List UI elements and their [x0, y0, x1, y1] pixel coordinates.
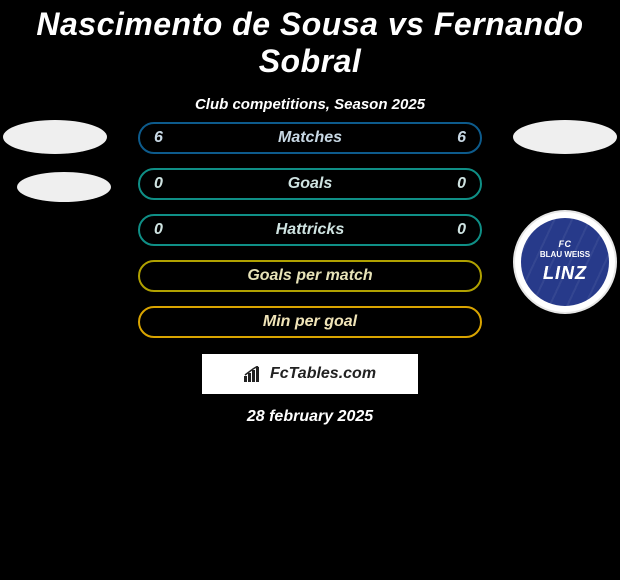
stat-hattricks-right: 0	[457, 221, 466, 239]
stat-matches-label: Matches	[278, 129, 342, 147]
stat-mpg-label: Min per goal	[263, 313, 357, 331]
player-left-column	[0, 120, 110, 202]
stat-bar-matches: 6 Matches 6	[138, 122, 482, 154]
player-right-photo-placeholder	[513, 120, 617, 154]
player-left-club-placeholder	[17, 172, 111, 202]
stat-gpm-label: Goals per match	[247, 267, 372, 285]
chart-icon	[244, 366, 264, 382]
stat-bar-min-per-goal: Min per goal	[138, 306, 482, 338]
player-right-club-crest: FC BLAU WEISS LINZ	[515, 212, 615, 312]
stat-matches-left: 6	[154, 129, 163, 147]
attribution-text: FcTables.com	[270, 365, 376, 383]
club-crest-inner: FC BLAU WEISS LINZ	[521, 218, 609, 306]
stat-goals-right: 0	[457, 175, 466, 193]
stat-bar-goals: 0 Goals 0	[138, 168, 482, 200]
attribution-box: FcTables.com	[202, 354, 418, 394]
stat-hattricks-label: Hattricks	[276, 221, 344, 239]
page-title: Nascimento de Sousa vs Fernando Sobral	[0, 0, 620, 80]
stat-hattricks-left: 0	[154, 221, 163, 239]
player-right-column: FC BLAU WEISS LINZ	[510, 120, 620, 312]
stat-bar-goals-per-match: Goals per match	[138, 260, 482, 292]
page-subtitle: Club competitions, Season 2025	[0, 96, 620, 113]
snapshot-date: 28 february 2025	[0, 408, 620, 426]
stat-goals-left: 0	[154, 175, 163, 193]
player-left-photo-placeholder	[3, 120, 107, 154]
comparison-card: Nascimento de Sousa vs Fernando Sobral C…	[0, 0, 620, 580]
stat-bar-hattricks: 0 Hattricks 0	[138, 214, 482, 246]
stat-bars: 6 Matches 6 0 Goals 0 0 Hattricks 0 Goal…	[138, 122, 482, 338]
club-crest-stripes	[521, 218, 609, 306]
stat-matches-right: 6	[457, 129, 466, 147]
stat-goals-label: Goals	[288, 175, 332, 193]
